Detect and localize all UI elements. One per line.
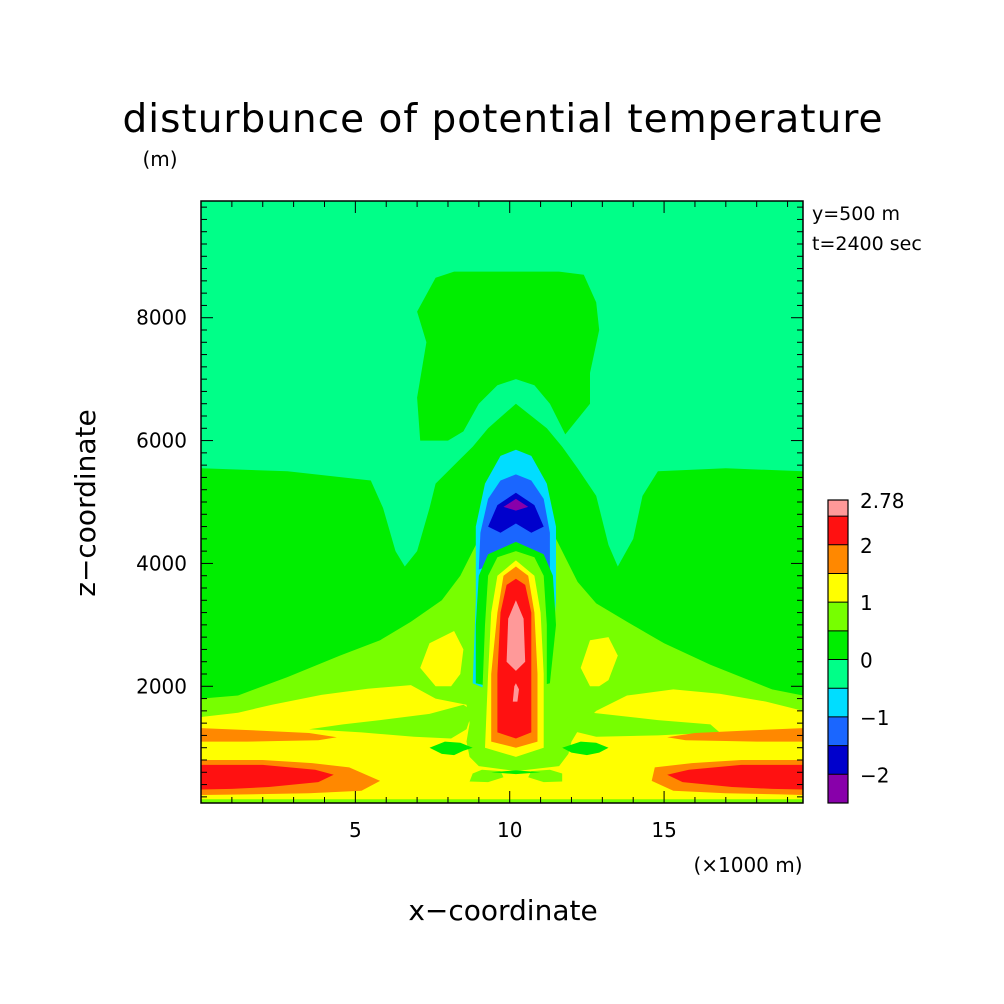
plot-frame [200, 200, 804, 804]
x-tick-label: 5 [349, 818, 362, 842]
contour-region-18 [667, 728, 803, 742]
colorbar-swatch [828, 500, 848, 517]
y-tick-label: 4000 [136, 551, 187, 575]
colorbar-label: −2 [860, 763, 889, 787]
x-tick-label: 10 [497, 818, 522, 842]
colorbar-swatch [828, 659, 848, 689]
contour-region-1 [417, 271, 600, 441]
contour-region-4 [420, 631, 464, 687]
colorbar-swatch [828, 774, 848, 803]
colorbar-labels: 2.78 2 1 0 −1 −2 [860, 489, 905, 787]
colorbar-swatch [828, 602, 848, 631]
y-tick-label: 2000 [136, 674, 187, 698]
chart-title: disturbunce of potential temperature [123, 97, 884, 142]
axis-ticks [201, 201, 803, 803]
contour-region-30 [506, 600, 526, 671]
colorbar-swatch [828, 745, 848, 775]
colorbar-swatch [828, 516, 848, 545]
colorbar-label: 2.78 [860, 489, 905, 513]
contour-region-31 [512, 683, 519, 702]
x-tick-label: 15 [651, 818, 676, 842]
contour-region-13 [562, 741, 609, 756]
z-unit-label: (m) [142, 147, 177, 171]
contour-region-14 [491, 770, 541, 775]
x-tick-labels: 5 10 15 [349, 818, 677, 842]
colorbar-swatch [828, 716, 848, 746]
contour-region-17 [201, 728, 337, 742]
y-axis-label: z−coordinate [69, 409, 102, 597]
colorbar-swatch [828, 573, 848, 603]
contour-region-9 [565, 710, 720, 737]
colorbar-swatch [828, 544, 848, 574]
info-y-position: y=500 m [812, 203, 900, 225]
colorbar-label: 2 [860, 534, 873, 558]
info-time: t=2400 sec [812, 233, 922, 255]
colorbar-label: 1 [860, 591, 873, 615]
colorbar-swatch [828, 630, 848, 660]
contour-region-12 [429, 741, 473, 756]
x-unit-label: (×1000 m) [693, 853, 802, 877]
contour-region-7 [201, 799, 803, 803]
contour-region-8 [309, 704, 473, 739]
contour-region-10 [469, 769, 504, 783]
colorbar-swatch [828, 688, 848, 717]
contour-region-19 [201, 764, 334, 790]
contour-region-23 [488, 492, 544, 533]
y-tick-label: 8000 [136, 306, 187, 330]
contour-regions [201, 271, 803, 803]
colorbar-label: 0 [860, 649, 873, 673]
contour-region-24 [503, 498, 529, 511]
x-axis-label: x−coordinate [408, 894, 597, 927]
y-tick-labels: 2000 4000 6000 8000 [136, 306, 187, 699]
colorbar-frame [827, 499, 849, 804]
contour-region-5 [580, 637, 618, 687]
contour-region-11 [528, 769, 563, 783]
y-tick-label: 6000 [136, 429, 187, 453]
contour-region-20 [667, 764, 803, 790]
colorbar-label: −1 [860, 706, 889, 730]
colorbar [827, 499, 849, 804]
